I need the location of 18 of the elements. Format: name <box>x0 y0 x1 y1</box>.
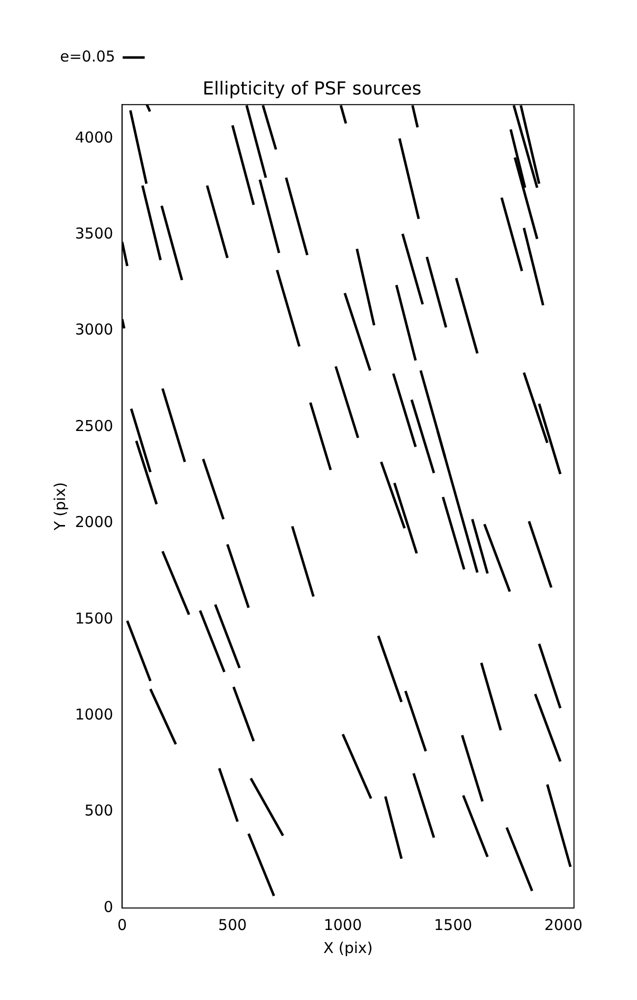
y-axis-title: Y (pix) <box>50 482 69 532</box>
chart-title: Ellipticity of PSF sources <box>202 78 422 100</box>
y-tick-label: 0 <box>104 898 114 916</box>
y-tick-label: 2000 <box>74 513 114 532</box>
x-axis-title: X (pix) <box>323 938 373 957</box>
x-tick-label: 500 <box>218 916 247 934</box>
legend-label: e=0.05 <box>60 47 116 66</box>
y-tick-label: 4000 <box>74 128 114 146</box>
x-tick-label: 1000 <box>324 916 362 934</box>
x-tick-label: 1500 <box>434 916 472 934</box>
y-tick-label: 1500 <box>74 609 114 628</box>
x-tick-label: 0 <box>117 916 127 934</box>
y-tick-label: 3500 <box>74 224 114 243</box>
x-tick-label: 2000 <box>544 916 583 934</box>
y-tick-label: 500 <box>84 802 114 820</box>
y-tick-label: 1000 <box>74 706 114 724</box>
y-tick-label: 2500 <box>74 416 114 435</box>
y-tick-label: 3000 <box>74 320 114 339</box>
